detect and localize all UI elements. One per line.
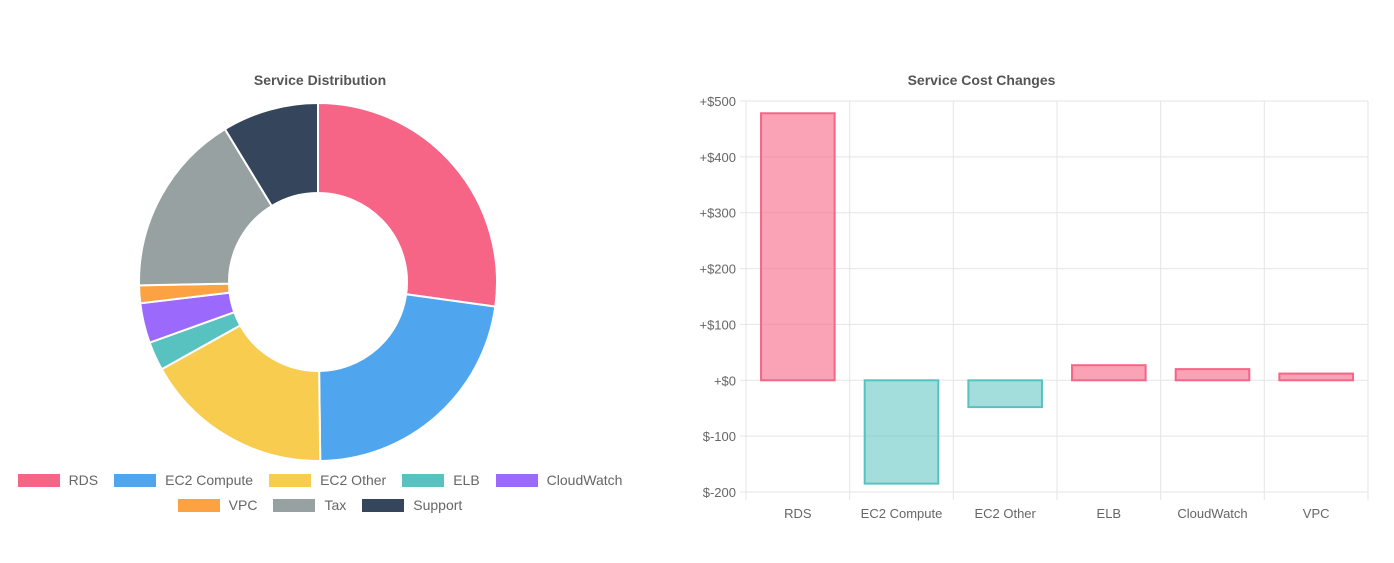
bar-ec2-compute[interactable] — [863, 379, 940, 485]
legend-label-rds: RDS — [68, 472, 99, 488]
legend-label-elb: ELB — [453, 472, 480, 488]
legend-swatch-ec2-other — [269, 473, 312, 487]
donut-slice-ec2-other[interactable] — [160, 324, 322, 462]
legend-item-ec2-compute[interactable]: EC2 Compute — [114, 472, 253, 488]
y-tick-label: +$200 — [699, 262, 736, 277]
x-tick-label-vpc: VPC — [1303, 506, 1330, 521]
legend-label-tax: Tax — [324, 497, 347, 513]
service-cost-changes-bar-chart: +$500 +$400 +$300 +$200 +$100 +$0 $-100 $-200 RD… — [699, 94, 1369, 521]
legend-item-ec2-other[interactable]: EC2 Other — [269, 472, 386, 488]
bar-vpc[interactable] — [1278, 372, 1354, 382]
x-tick-label-cloudwatch: CloudWatch — [1177, 506, 1247, 521]
legend-swatch-rds — [17, 473, 60, 487]
legend-item-elb[interactable]: ELB — [402, 472, 480, 488]
legend-label-support: Support — [413, 497, 463, 513]
donut-legend-row-1: RDS EC2 Compute EC2 Other ELB CloudWatch — [0, 472, 640, 488]
legend-swatch-cloudwatch — [495, 473, 538, 487]
service-distribution-panel: Service Distribution RDS EC2 Compute EC2 O… — [0, 0, 640, 563]
y-tick-label: +$0 — [714, 373, 736, 388]
donut-slice-tax[interactable] — [138, 127, 274, 287]
bar-rds[interactable] — [760, 112, 836, 382]
service-distribution-donut — [138, 101, 498, 462]
bar-elb[interactable] — [1071, 364, 1147, 382]
legend-item-cloudwatch[interactable]: CloudWatch — [495, 472, 623, 488]
legend-swatch-ec2-compute — [114, 473, 157, 487]
legend-swatch-tax — [273, 498, 316, 512]
legend-label-ec2-compute: EC2 Compute — [165, 472, 254, 488]
y-tick-label: $-100 — [703, 429, 736, 444]
donut-slice-rds[interactable] — [317, 101, 498, 308]
y-tick-label: +$400 — [699, 150, 736, 165]
legend-item-tax[interactable]: Tax — [273, 497, 346, 513]
donut-slice-support[interactable] — [223, 101, 319, 208]
donut-slice-ec2-compute[interactable] — [318, 293, 497, 462]
donut-legend-row-2: VPC Tax Support — [0, 497, 640, 513]
legend-item-support[interactable]: Support — [362, 497, 462, 513]
service-cost-changes-panel: Service Cost Changes +$500 +$400 +$300 +$20… — [660, 0, 1394, 563]
x-tick-label-elb: ELB — [1097, 506, 1122, 521]
legend-item-rds[interactable]: RDS — [17, 472, 99, 488]
x-tick-label-ec2-other: EC2 Other — [974, 506, 1036, 521]
bar-cloudwatch[interactable] — [1174, 368, 1251, 382]
legend-swatch-elb — [402, 473, 445, 487]
x-tick-label-ec2-compute: EC2 Compute — [861, 506, 943, 521]
y-tick-label: +$300 — [699, 206, 736, 221]
donut-chart-title: Service Distribution — [253, 72, 387, 88]
y-tick-label: +$500 — [699, 94, 736, 109]
legend-label-ec2-other: EC2 Other — [320, 472, 387, 488]
legend-swatch-support — [362, 498, 405, 512]
x-tick-label-rds: RDS — [784, 506, 812, 521]
legend-label-vpc: VPC — [228, 497, 258, 513]
legend-item-vpc[interactable]: VPC — [177, 497, 258, 513]
legend-swatch-vpc — [177, 498, 220, 512]
bar-chart-title: Service Cost Changes — [907, 72, 1056, 88]
y-tick-label: $-200 — [703, 485, 736, 500]
legend-label-cloudwatch: CloudWatch — [546, 472, 623, 488]
bar-ec2-other[interactable] — [967, 379, 1043, 409]
y-tick-label: +$100 — [699, 317, 736, 332]
